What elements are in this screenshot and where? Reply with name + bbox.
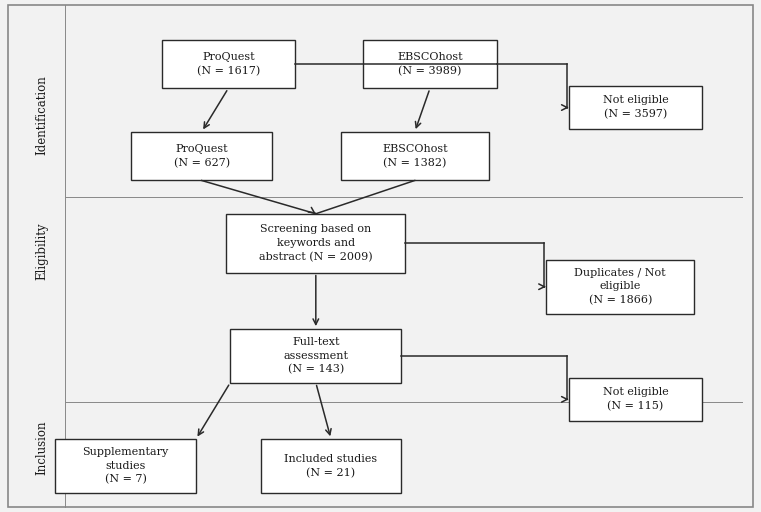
FancyBboxPatch shape [162, 40, 295, 88]
Text: ProQuest
(N = 1617): ProQuest (N = 1617) [196, 52, 260, 76]
FancyBboxPatch shape [341, 132, 489, 181]
FancyBboxPatch shape [56, 439, 196, 493]
Text: EBSCOhost
(N = 1382): EBSCOhost (N = 1382) [382, 144, 447, 168]
Text: Identification: Identification [35, 75, 49, 155]
FancyBboxPatch shape [132, 132, 272, 181]
FancyBboxPatch shape [546, 260, 694, 313]
Text: Eligibility: Eligibility [35, 222, 49, 280]
Text: Supplementary
studies
(N = 7): Supplementary studies (N = 7) [82, 447, 169, 485]
FancyBboxPatch shape [261, 439, 402, 493]
Text: Duplicates / Not
eligible
(N = 1866): Duplicates / Not eligible (N = 1866) [575, 268, 666, 306]
Text: Not eligible
(N = 115): Not eligible (N = 115) [603, 388, 668, 411]
FancyBboxPatch shape [568, 86, 702, 129]
Text: Included studies
(N = 21): Included studies (N = 21) [285, 454, 377, 478]
Text: ProQuest
(N = 627): ProQuest (N = 627) [174, 144, 230, 168]
FancyBboxPatch shape [363, 40, 496, 88]
Text: Full-text
assessment
(N = 143): Full-text assessment (N = 143) [283, 337, 349, 375]
Text: Not eligible
(N = 3597): Not eligible (N = 3597) [603, 96, 668, 119]
FancyBboxPatch shape [568, 378, 702, 421]
FancyBboxPatch shape [230, 329, 402, 383]
Text: EBSCOhost
(N = 3989): EBSCOhost (N = 3989) [397, 52, 463, 76]
Text: Screening based on
keywords and
abstract (N = 2009): Screening based on keywords and abstract… [259, 224, 373, 262]
FancyBboxPatch shape [227, 214, 405, 272]
Text: Inclusion: Inclusion [35, 421, 49, 475]
